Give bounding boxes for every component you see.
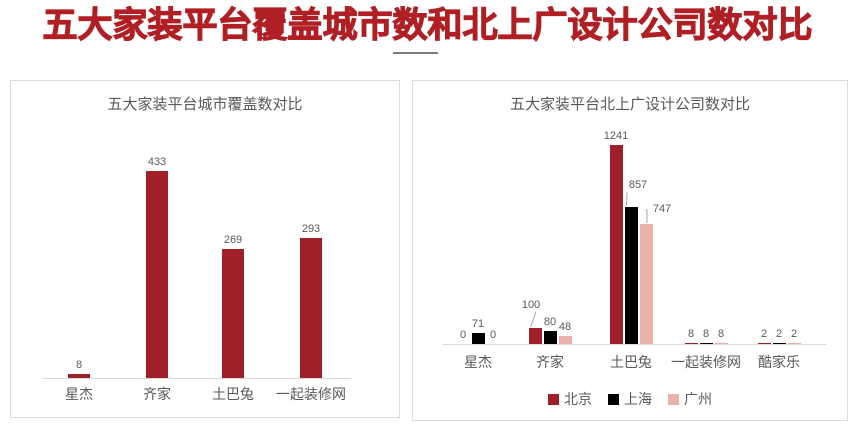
bar-上海-土巴兔 [624,207,638,344]
data-label-广州-齐家: 48 [558,321,572,333]
bar-广州-齐家 [558,336,572,344]
data-label-土巴兔: 269 [223,234,243,246]
bar-一起装修网 [300,238,322,378]
bar-北京-土巴兔 [609,145,623,344]
category-label-土巴兔: 土巴兔 [610,354,652,370]
legend-swatch-icon [548,393,559,405]
bar-上海-一起装修网 [699,343,713,344]
data-label-齐家: 433 [147,156,167,168]
x-axis-line [443,344,826,345]
category-label-土巴兔: 土巴兔 [212,386,254,402]
chart-title-right: 五大家装平台北上广设计公司数对比 [509,96,750,113]
design-companies-chart-panel: 五大家装平台北上广设计公司数对比 星杰 0 71 0 齐家 100 80 48 土巴兔 1241 8… [412,80,848,421]
bar-广州-酷家乐 [787,343,801,344]
legend-swatch-icon [608,393,619,405]
legend-item-上海: 上海 [608,389,652,409]
legend-item-北京: 北京 [548,389,592,409]
x-axis-line [43,378,351,379]
category-label-齐家: 齐家 [143,386,171,402]
chart-plot-right: 星杰 0 71 0 齐家 100 80 48 土巴兔 1241 857 747 一起装修网 8 8 8 酷家乐 2… [413,81,847,420]
chart-plot-left: 星杰 8 齐家 433 土巴兔 269 一起装修网 293 [11,81,399,417]
legend-item-广州: 广州 [668,389,712,409]
chart-title-left: 五大家装平台城市覆盖数对比 [107,96,303,113]
bar-上海-星杰 [471,333,485,344]
data-label-上海-齐家: 80 [543,316,557,328]
data-label-北京-一起装修网: 8 [687,328,695,340]
legend-swatch-icon [668,393,679,405]
city-coverage-chart-panel: 五大家装平台城市覆盖数对比 星杰 8 齐家 433 土巴兔 269 一起装修网 293 [10,80,400,418]
data-label-上海-星杰: 71 [471,318,485,330]
category-label-一起装修网: 一起装修网 [276,386,346,402]
bar-齐家 [146,171,168,378]
data-label-广州-土巴兔: 747 [652,203,672,215]
bar-北京-一起装修网 [684,343,698,344]
legend-label: 上海 [624,391,652,407]
bar-广州-土巴兔 [639,224,653,344]
data-label-广州-一起装修网: 8 [717,328,725,340]
data-label-广州-酷家乐: 2 [790,328,798,340]
bar-上海-齐家 [543,331,557,344]
data-label-广州-星杰: 0 [489,329,497,341]
bar-星杰 [68,374,90,378]
data-label-北京-齐家: 100 [521,299,541,311]
title-underline-dash [393,52,438,54]
bar-广州-一起装修网 [714,343,728,344]
page-title: 五大家装平台覆盖城市数和北上广设计公司数对比 [42,5,813,45]
bar-上海-酷家乐 [772,343,786,344]
chart-legend: 北京 上海 广州 [413,389,847,409]
legend-label: 广州 [684,391,712,407]
category-label-星杰: 星杰 [65,386,93,402]
data-label-北京-酷家乐: 2 [760,328,768,340]
category-label-齐家: 齐家 [536,354,564,370]
category-label-星杰: 星杰 [464,354,492,370]
bar-土巴兔 [222,249,244,378]
bar-北京-齐家 [528,328,542,344]
data-label-一起装修网: 293 [301,223,321,235]
data-label-北京-土巴兔: 1241 [603,130,629,142]
bar-北京-酷家乐 [757,343,771,344]
data-label-北京-星杰: 0 [459,329,467,341]
data-label-上海-土巴兔: 857 [628,179,648,191]
data-label-星杰: 8 [75,359,83,371]
category-label-酷家乐: 酷家乐 [758,354,800,370]
leader-lines [11,81,399,417]
data-label-上海-一起装修网: 8 [702,328,710,340]
legend-label: 北京 [564,391,592,407]
category-label-一起装修网: 一起装修网 [671,354,741,370]
data-label-上海-酷家乐: 2 [775,328,783,340]
